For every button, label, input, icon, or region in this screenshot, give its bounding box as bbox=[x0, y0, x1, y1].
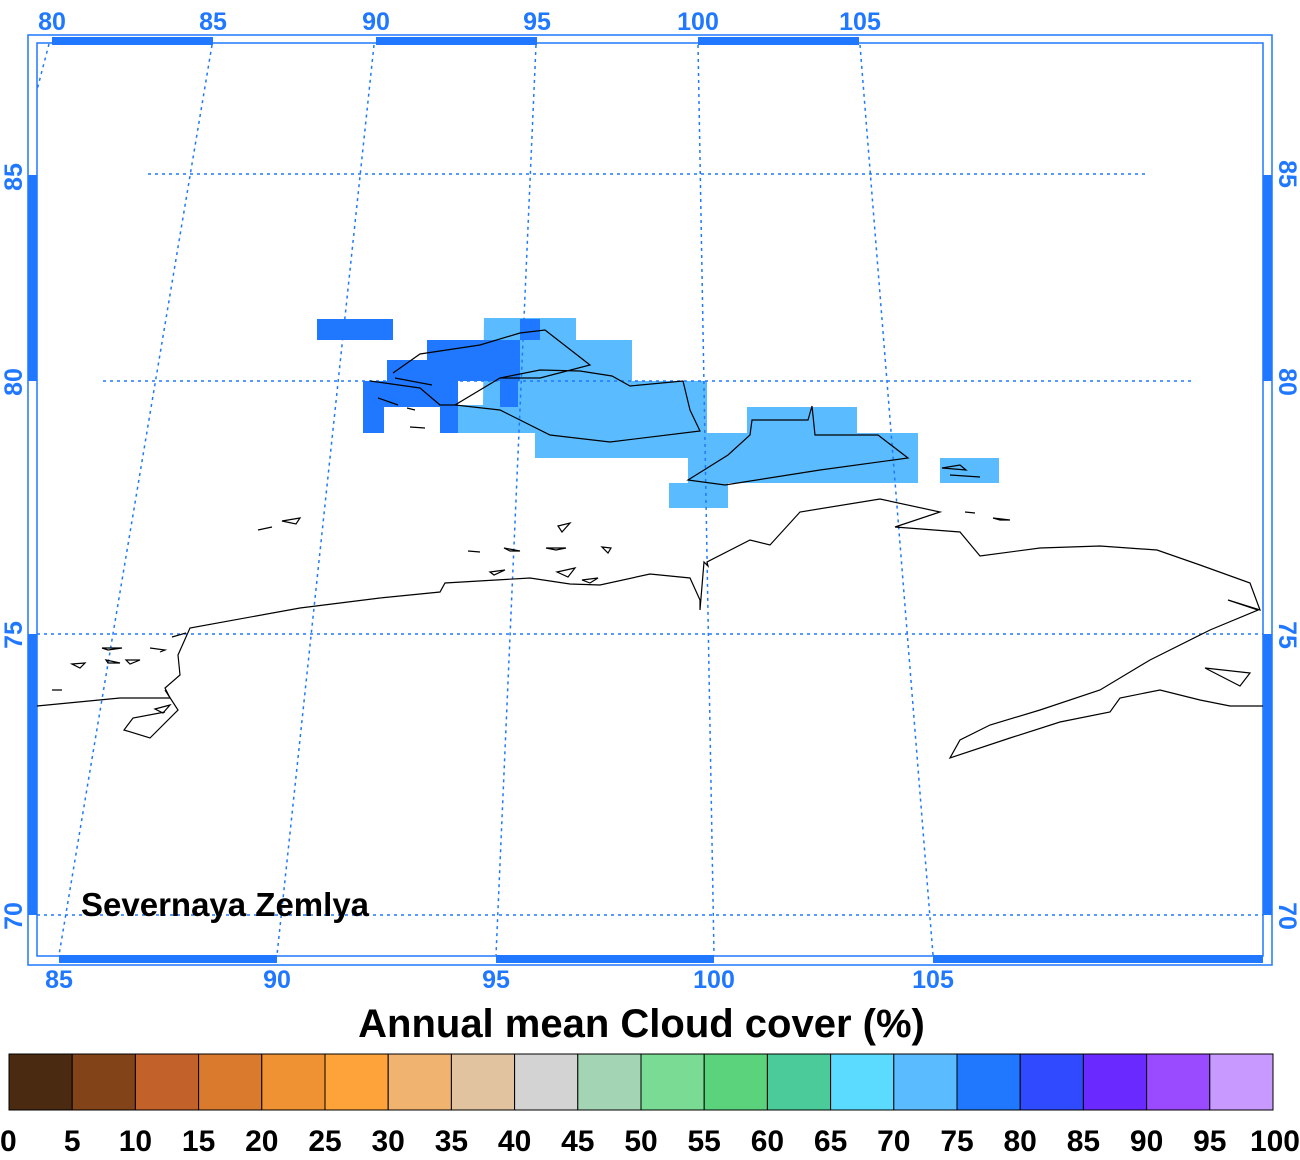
lon-label-top: 100 bbox=[677, 8, 719, 36]
colorbar-tick-label: 60 bbox=[751, 1125, 784, 1158]
colorbar-swatch bbox=[577, 1053, 642, 1111]
map-frame-outer bbox=[27, 34, 1273, 966]
colorbar: 0 5 10 15 20 25 30 35 40 45 50 55 60 65 70 75 80 85 90 95 10… bbox=[0, 1053, 1300, 1158]
colorbar-tick-label: 90 bbox=[1130, 1125, 1163, 1158]
colorbar-swatch bbox=[514, 1053, 579, 1111]
graticule bbox=[36, 43, 1263, 956]
coastline-taymyr bbox=[36, 498, 1263, 760]
colorbar-swatch bbox=[198, 1053, 263, 1111]
region-label: Severnaya Zemlya bbox=[81, 886, 370, 923]
lon-label-top: 80 bbox=[38, 8, 66, 36]
lat-label-left: 75 bbox=[0, 621, 28, 649]
colorbar-swatch bbox=[71, 1053, 136, 1111]
lon-label-bottom: 100 bbox=[693, 966, 735, 994]
lat-label-right: 80 bbox=[1273, 368, 1300, 396]
colorbar-swatch bbox=[1209, 1053, 1274, 1111]
colorbar-swatch bbox=[640, 1053, 705, 1111]
colorbar-swatch bbox=[134, 1053, 200, 1111]
coastlines bbox=[36, 329, 1263, 760]
cloud-cell-75-80 bbox=[317, 319, 393, 340]
lon-label-top: 95 bbox=[523, 8, 551, 36]
colorbar-tick-label: 50 bbox=[624, 1125, 657, 1158]
bottom-lon-labels: 85 90 95 100 105 bbox=[45, 966, 954, 994]
lon-label-bottom: 90 bbox=[263, 966, 291, 994]
colorbar-tick-label: 35 bbox=[435, 1125, 468, 1158]
colorbar-tick-label: 75 bbox=[940, 1125, 973, 1158]
colorbar-swatch bbox=[1019, 1053, 1084, 1111]
colorbar-tick-label: 85 bbox=[1067, 1125, 1100, 1158]
lat-label-right: 85 bbox=[1273, 160, 1300, 188]
colorbar-swatch bbox=[261, 1053, 326, 1111]
cloud-cell-70-75 bbox=[940, 458, 999, 483]
coastline-peninsula-west bbox=[123, 689, 179, 739]
colorbar-tick-label: 55 bbox=[688, 1125, 721, 1158]
coastline-severnaya-zemlya bbox=[392, 329, 701, 443]
colorbar-swatch bbox=[387, 1053, 452, 1111]
cloud-cover-cells bbox=[317, 318, 999, 508]
colorbar-swatch bbox=[703, 1053, 768, 1111]
coastline-bay-island bbox=[1204, 667, 1252, 687]
right-lat-labels: 85 80 75 70 bbox=[1273, 160, 1300, 930]
colorbar-tick-label: 0 bbox=[0, 1125, 17, 1158]
cloud-cell-75-80 bbox=[363, 319, 540, 433]
lon-label-bottom: 95 bbox=[482, 966, 510, 994]
colorbar-swatch bbox=[956, 1053, 1021, 1111]
lon-label-bottom: 85 bbox=[45, 966, 73, 994]
coastline-small-island-east bbox=[941, 464, 981, 478]
map-frame-inner bbox=[36, 42, 1264, 957]
lon-label-bottom: 105 bbox=[912, 966, 954, 994]
colorbar-swatch bbox=[1146, 1053, 1211, 1111]
colorbar-tick-label: 10 bbox=[119, 1125, 152, 1158]
colorbar-tick-label: 100 bbox=[1250, 1125, 1300, 1158]
colorbar-tick-label: 80 bbox=[1004, 1125, 1037, 1158]
left-lat-labels: 85 80 75 70 bbox=[0, 163, 28, 930]
colorbar-tick-label: 65 bbox=[814, 1125, 847, 1158]
colorbar-swatch bbox=[1082, 1053, 1148, 1111]
lat-label-left: 70 bbox=[0, 902, 28, 930]
lon-label-top: 90 bbox=[362, 8, 390, 36]
lat-label-right: 70 bbox=[1273, 902, 1300, 930]
colorbar-swatch bbox=[766, 1053, 832, 1111]
lon-label-top: 105 bbox=[839, 8, 881, 36]
colorbar-tick-label: 20 bbox=[245, 1125, 278, 1158]
colorbar-swatch bbox=[8, 1053, 73, 1111]
coastline-islands-west bbox=[369, 377, 455, 429]
colorbar-title: Annual mean Cloud cover (%) bbox=[358, 1002, 925, 1046]
colorbar-tick-label: 95 bbox=[1193, 1125, 1226, 1158]
colorbar-tick-label: 30 bbox=[372, 1125, 405, 1158]
axis-bars bbox=[28, 37, 1272, 963]
colorbar-tick-label: 15 bbox=[182, 1125, 215, 1158]
colorbar-tick-label: 40 bbox=[498, 1125, 531, 1158]
colorbar-tick-label: 5 bbox=[64, 1125, 81, 1158]
colorbar-swatch bbox=[450, 1053, 516, 1111]
colorbar-tick-label: 45 bbox=[561, 1125, 594, 1158]
cloud-cell-70-75 bbox=[458, 318, 918, 508]
colorbar-swatch bbox=[324, 1053, 389, 1111]
colorbar-swatch bbox=[893, 1053, 958, 1111]
coastline-islets bbox=[52, 511, 1011, 714]
colorbar-tick-label: 25 bbox=[308, 1125, 341, 1158]
lat-label-left: 85 bbox=[0, 163, 28, 191]
lon-label-top: 85 bbox=[199, 8, 227, 36]
top-lon-labels: 80 85 90 95 100 105 bbox=[38, 8, 881, 36]
lat-label-right: 75 bbox=[1273, 621, 1300, 649]
colorbar-tick-label: 70 bbox=[877, 1125, 910, 1158]
coastline-island-east bbox=[686, 405, 910, 486]
colorbar-swatch bbox=[830, 1053, 895, 1111]
lat-label-left: 80 bbox=[0, 368, 28, 396]
